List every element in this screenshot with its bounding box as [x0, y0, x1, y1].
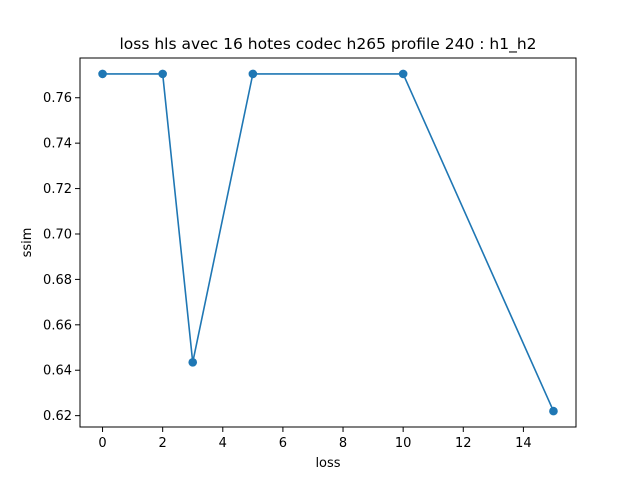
- data-point: [188, 357, 198, 367]
- y-tick-label: 0.70: [43, 227, 72, 242]
- series-line: [102, 73, 555, 412]
- x-tick-label: 2: [159, 436, 167, 451]
- x-tick-label: 6: [279, 436, 287, 451]
- x-tick-label: 12: [455, 436, 472, 451]
- x-tick-label: 0: [98, 436, 106, 451]
- plot-frame: [79, 57, 577, 428]
- chart-title: loss hls avec 16 hotes codec h265 profil…: [119, 35, 536, 54]
- y-axis-title: ssim: [20, 228, 35, 258]
- y-tick-label: 0.66: [43, 318, 72, 333]
- plot-area: [80, 58, 576, 427]
- y-tick-label: 0.74: [43, 137, 72, 152]
- x-tick-label: 10: [395, 436, 412, 451]
- y-axis: 0.62 0.64 0.66 0.68 0.70 0.72 0.74 0.76: [43, 91, 80, 424]
- y-tick-label: 0.68: [43, 273, 72, 288]
- x-tick-label: 4: [219, 436, 227, 451]
- data-point: [398, 69, 408, 79]
- x-tick-label: 8: [339, 436, 347, 451]
- plot-background: [80, 58, 576, 427]
- x-tick-label: 14: [515, 436, 532, 451]
- data-point: [158, 69, 167, 79]
- y-tick-label: 0.76: [43, 91, 72, 106]
- y-tick-label: 0.62: [43, 409, 72, 424]
- x-axis-title: loss: [315, 456, 340, 471]
- y-tick-label: 0.64: [43, 364, 72, 379]
- data-point: [549, 406, 558, 416]
- data-point: [98, 69, 107, 79]
- series-layer: [98, 69, 558, 416]
- y-tick-label: 0.72: [43, 182, 72, 197]
- data-point: [248, 69, 258, 79]
- x-axis: 0 2 4 6 8 10 12 14: [98, 427, 532, 451]
